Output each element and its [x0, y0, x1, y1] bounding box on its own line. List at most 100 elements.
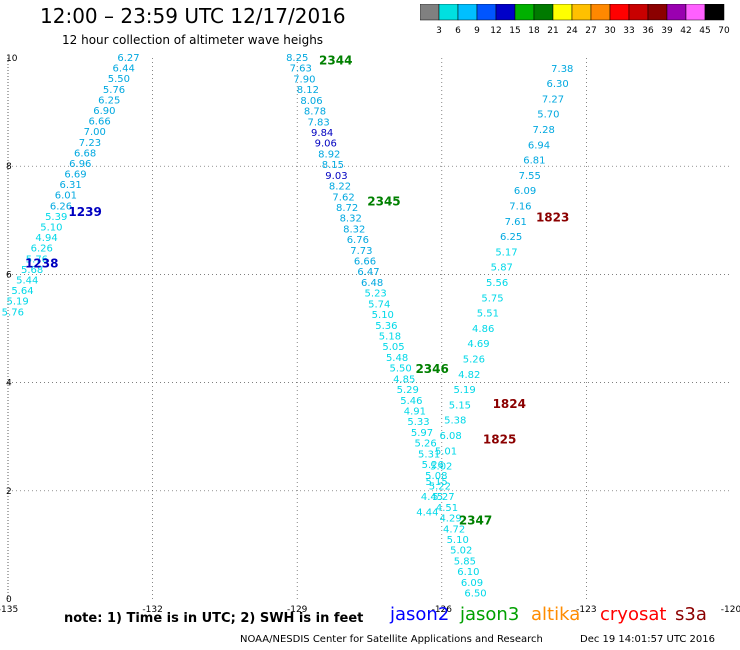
credit-text: NOAA/NESDIS Center for Satellite Applica… — [240, 634, 543, 645]
legend-label: 21 — [547, 26, 558, 36]
swh-value-point: 4.85 — [393, 374, 415, 385]
swh-value-point: 6.76 — [347, 235, 369, 246]
swh-value-point: 5.01 — [435, 446, 457, 457]
pass-time-label: 1824 — [493, 397, 526, 411]
swh-value-point: 5.50 — [108, 74, 130, 85]
swh-value-point: 4.45 — [421, 492, 443, 503]
swh-value-point: 8.06 — [300, 96, 322, 107]
swh-value-point: 5.08 — [425, 471, 447, 482]
swh-value-point: 6.94 — [528, 140, 550, 151]
swh-value-point: 6.81 — [523, 156, 545, 167]
swh-value-point: 6.44 — [113, 64, 135, 75]
swh-value-point: 4.86 — [472, 324, 494, 335]
swh-value-point: 5.44 — [16, 275, 38, 286]
swh-value-point: 6.47 — [357, 267, 379, 278]
swh-value-point: 4.44 — [416, 507, 438, 518]
swh-value-point: 5.31 — [418, 449, 440, 460]
pass-time-label: 2346 — [415, 362, 448, 376]
swh-value-point: 6.08 — [439, 431, 461, 442]
chart-subtitle: 12 hour collection of altimeter wave hei… — [62, 33, 324, 47]
satellite-s3a: s3a — [675, 604, 707, 625]
swh-value-point: 5.56 — [486, 278, 508, 289]
y-tick-label: 10 — [6, 54, 18, 64]
pass-time-label: 2347 — [459, 514, 492, 528]
swh-value-point: 5.76 — [26, 254, 48, 265]
swh-value-point: 6.25 — [500, 232, 522, 243]
swh-value-point: 9.06 — [315, 139, 337, 150]
swh-value-point: 5.27 — [432, 492, 454, 503]
swh-value-point: 4.29 — [439, 514, 461, 525]
legend-label: 30 — [604, 26, 616, 36]
swh-value-point: 5.10 — [447, 535, 469, 546]
legend-label: 18 — [528, 26, 540, 36]
swh-value-point: 5.39 — [45, 212, 67, 223]
swh-value-point: 5.23 — [365, 289, 387, 300]
satellite-altika: altika — [531, 604, 581, 625]
swh-value-point: 7.16 — [509, 201, 531, 212]
swh-value-point: 5.97 — [411, 428, 433, 439]
footer-note: note: 1) Time is in UTC; 2) SWH is in fe… — [64, 611, 364, 626]
satellite-cryosat: cryosat — [600, 604, 667, 625]
swh-value-point: 8.15 — [322, 160, 344, 171]
y-tick-label: 6 — [6, 270, 12, 280]
x-tick-label: -129 — [287, 605, 308, 615]
legend-label: 39 — [661, 26, 673, 36]
legend-label: 42 — [680, 26, 691, 36]
pass-time-label: 1823 — [536, 211, 569, 225]
swh-value-point: 7.83 — [307, 117, 329, 128]
swh-value-point: 6.09 — [514, 186, 536, 197]
swh-value-point: 6.26 — [31, 244, 53, 255]
swh-value-point: 5.33 — [407, 417, 429, 428]
swh-value-point: 5.76 — [2, 307, 24, 318]
swh-value-point: 8.72 — [336, 203, 358, 214]
swh-value-point: 7.62 — [332, 192, 354, 203]
swh-value-point: 5.70 — [537, 110, 559, 121]
legend-label: 33 — [623, 26, 634, 36]
swh-value-point: 7.28 — [533, 125, 555, 136]
swh-value-point: 8.12 — [297, 85, 319, 96]
pass-time-label: 1239 — [68, 205, 101, 219]
swh-value-point: 5.17 — [495, 247, 517, 258]
swh-value-point: 7.55 — [519, 171, 541, 182]
swh-value-point: 5.46 — [400, 396, 422, 407]
swh-value-point: 5.22 — [429, 481, 451, 492]
swh-value-point: 5.85 — [454, 556, 476, 567]
pass-time-label: 2345 — [367, 194, 400, 208]
swh-value-point: 6.01 — [55, 191, 77, 202]
swh-value-point: 6.90 — [93, 106, 115, 117]
swh-value-point: 7.73 — [350, 246, 372, 257]
swh-value-point: 4.72 — [443, 524, 465, 535]
x-tick-label: -120 — [721, 605, 740, 615]
swh-value-point: 8.92 — [318, 149, 340, 160]
legend-label: 70 — [718, 26, 730, 36]
swh-value-point: 7.27 — [542, 94, 564, 105]
legend-label: 27 — [585, 26, 596, 36]
swh-value-point: 5.51 — [477, 309, 499, 320]
swh-value-point: 5.19 — [453, 385, 475, 396]
swh-value-point: 5.26 — [463, 354, 485, 365]
swh-value-point: 6.26 — [50, 201, 72, 212]
swh-value-point: 5.15 — [449, 400, 471, 411]
swh-value-point: 5.10 — [372, 310, 394, 321]
swh-value-point: 5.15 — [426, 477, 448, 488]
legend-label: 24 — [566, 26, 578, 36]
swh-value-point: 5.87 — [491, 263, 513, 274]
swh-value-point: 6.31 — [60, 180, 82, 191]
swh-value-point: 5.29 — [397, 385, 419, 396]
y-tick-label: 0 — [6, 595, 12, 605]
swh-value-point: 6.09 — [461, 578, 483, 589]
swh-value-point: 7.61 — [505, 217, 527, 228]
x-tick-label: -132 — [142, 605, 162, 615]
swh-value-point: 8.32 — [343, 224, 365, 235]
swh-value-point: 6.66 — [354, 257, 376, 268]
legend-label: 3 — [436, 26, 442, 36]
swh-value-point: 5.36 — [375, 321, 397, 332]
swh-value-point: 6.68 — [74, 148, 96, 159]
legend-label: 6 — [455, 26, 461, 36]
pass-time-label: 2344 — [319, 54, 352, 68]
swh-value-point: 5.19 — [7, 297, 29, 308]
legend-label: 45 — [699, 26, 710, 36]
swh-value-point: 7.23 — [79, 138, 101, 149]
swh-value-point: 8.25 — [286, 53, 308, 64]
